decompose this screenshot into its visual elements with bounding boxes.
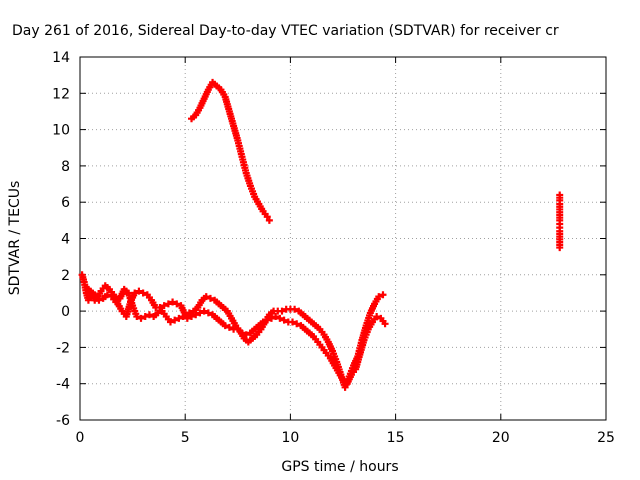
x-tick-label: 15 [387,430,405,446]
axis-ticks: 0 5 10 15 20 25 -6 -4 -2 0 2 4 6 8 10 12 14 [52,50,615,446]
y-tick-label: 0 [61,304,70,320]
series-4 [556,191,564,252]
data-point [160,302,168,310]
data-point [169,298,177,306]
x-tick-label: 20 [492,430,510,446]
data-point [183,314,191,322]
y-axis-label: SDTVAR / TECUs [7,181,23,296]
data-point [381,320,389,328]
data-point [141,313,149,321]
data-point [276,314,284,322]
data-point [242,331,250,339]
data-point [137,314,145,322]
y-tick-label: 8 [61,159,70,175]
y-tick-label: -6 [56,413,70,429]
data-point [289,318,297,326]
chart-title: Day 261 of 2016, Sidereal Day-to-day VTE… [12,23,559,39]
data-point [278,307,286,315]
data-point [263,213,271,221]
y-tick-label: 6 [61,195,70,211]
data-point [293,320,301,328]
data-point [280,316,288,324]
data-point [154,309,162,317]
x-tick-label: 25 [597,430,615,446]
data-point [202,293,210,301]
data-point [221,322,229,330]
series-3 [188,78,273,224]
x-tick-label: 5 [181,430,190,446]
y-tick-label: 2 [61,268,70,284]
data-point [196,309,204,317]
data-point [379,291,387,299]
grid-lines [80,57,606,420]
series-2 [82,284,389,388]
data-point [291,305,299,313]
data-point [171,316,179,324]
data-point [145,311,153,319]
plot-frame [79,56,607,421]
data-point [133,313,141,321]
data-point [206,294,214,302]
data-point [373,313,381,321]
data-point [375,293,383,301]
data-point [135,287,143,295]
y-tick-label: 4 [61,232,70,248]
y-tick-label: -2 [56,340,70,356]
data-point [263,316,271,324]
y-tick-label: 14 [52,50,70,66]
data-point [179,313,187,321]
data-point [185,309,193,317]
data-point [259,318,267,326]
x-tick-label: 10 [281,430,299,446]
data-point [156,303,164,311]
data-point [166,318,174,326]
data-point [103,291,111,299]
x-tick-label: 0 [76,430,85,446]
data-point [272,313,280,321]
data-series [78,78,564,391]
y-tick-label: -4 [56,377,70,393]
data-point [95,296,103,304]
data-point [200,307,208,315]
data-point [139,289,147,297]
data-point [164,300,172,308]
data-point [188,313,196,321]
data-point [265,216,273,224]
y-tick-label: 12 [52,86,70,102]
data-point [556,244,564,252]
data-point [173,300,181,308]
y-tick-label: 10 [52,123,70,139]
data-point [204,309,212,317]
data-point [84,296,92,304]
data-point [238,329,246,337]
data-point [225,323,233,331]
data-point [267,314,275,322]
data-point [192,311,200,319]
data-point [131,289,139,297]
x-axis-label: GPS time / hours [281,459,398,475]
data-point [175,314,183,322]
